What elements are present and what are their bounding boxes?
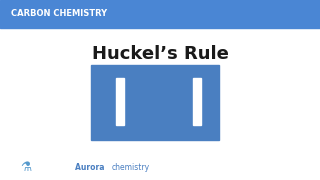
Text: ⚗: ⚗ <box>20 161 31 174</box>
Bar <box>91 65 219 140</box>
Bar <box>0 0 320 28</box>
Text: Aurora: Aurora <box>75 163 107 172</box>
Bar <box>193 78 201 125</box>
Bar <box>116 78 124 125</box>
Text: Huckel’s Rule: Huckel’s Rule <box>92 45 228 63</box>
Text: CARBON CHEMISTRY: CARBON CHEMISTRY <box>11 9 107 18</box>
Text: chemistry: chemistry <box>112 163 150 172</box>
